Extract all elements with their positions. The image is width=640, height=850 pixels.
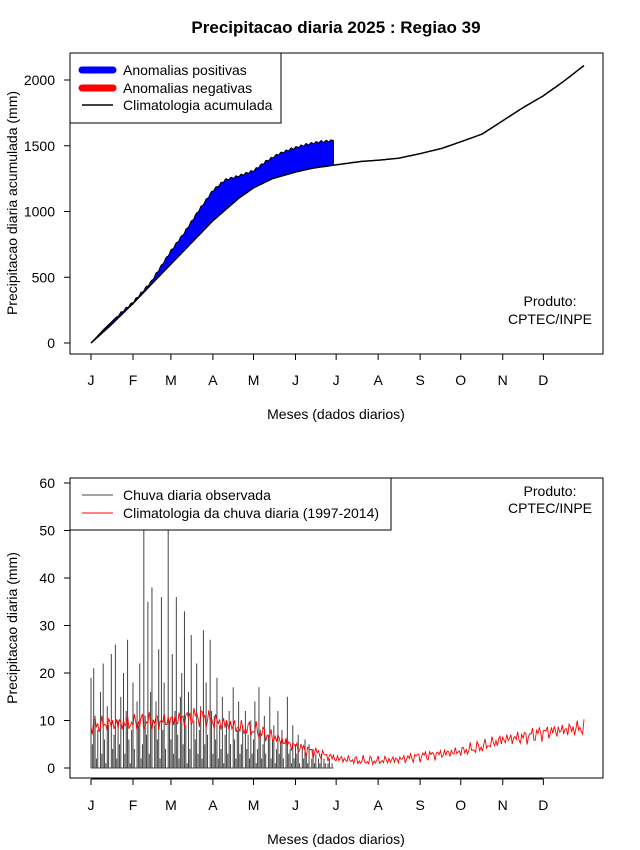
y-tick-label: 10 [39,713,55,729]
y-tick-label: 1500 [24,138,55,154]
cumulative-chart: 0 500 1000 1500 2000 J F M A M J J A S O N D Precipitac… [4,52,604,422]
x-tick-label: O [455,797,466,813]
x-axis-label: Meses (dados diarios) [267,406,405,422]
y-tick-label: 30 [39,618,55,634]
x-tick-label: A [373,372,383,388]
climatology-daily-line [90,707,585,767]
x-tick-label: M [248,797,260,813]
y-axis: 0 500 1000 1500 2000 [24,72,71,351]
legend-label-positive: Anomalias positivas [123,62,247,78]
y-tick-label: 0 [47,335,55,351]
x-tick-label: J [88,372,95,388]
legend-label-observed: Chuva diaria observada [123,487,271,503]
credit-line-1: Produto: [524,293,577,309]
plot-area [90,64,585,344]
x-tick-label: D [538,372,548,388]
daily-chart: 0 10 20 30 40 50 60 J F M A M J J A S O N D Precipitacao … [4,475,604,847]
x-tick-label: A [373,797,383,813]
legend-label-climatology: Climatologia acumulada [123,97,273,113]
x-tick-label: J [333,372,340,388]
legend-label-climatology: Climatologia da chuva diaria (1997-2014) [123,505,379,521]
plot-area [90,506,585,769]
x-tick-label: J [88,797,95,813]
y-tick-label: 50 [39,523,55,539]
y-axis-label: Precipitacao diaria (mm) [4,552,20,704]
x-tick-label: J [292,797,299,813]
credit-line-2: CPTEC/INPE [508,500,592,516]
legend: Chuva diaria observada Climatologia da c… [69,477,392,531]
y-axis: 0 10 20 30 40 50 60 [39,475,71,776]
chart-title: Precipitacao diaria 2025 : Regiao 39 [191,18,480,37]
y-tick-label: 60 [39,475,55,491]
x-tick-label: N [498,372,508,388]
x-tick-label: S [415,797,424,813]
credit-line-1: Produto: [524,483,577,499]
y-axis-label: Precipitacao diaria acumulada (mm) [4,91,20,315]
x-tick-label: N [498,797,508,813]
x-tick-label: M [165,797,177,813]
credit-line-2: CPTEC/INPE [508,311,592,327]
x-tick-label: F [129,372,138,388]
x-tick-label: A [208,797,218,813]
legend-label-negative: Anomalias negativas [123,80,252,96]
y-tick-label: 40 [39,570,55,586]
x-tick-label: D [538,797,548,813]
x-tick-label: F [129,797,138,813]
x-tick-label: A [208,372,218,388]
y-tick-label: 1000 [24,204,55,220]
y-tick-label: 20 [39,665,55,681]
x-tick-label: J [292,372,299,388]
x-tick-label: M [248,372,260,388]
y-tick-label: 500 [32,269,56,285]
legend-box [69,477,392,531]
positive-anomaly-area [90,139,334,344]
x-tick-label: O [455,372,466,388]
x-tick-label: J [333,797,340,813]
y-tick-label: 0 [47,760,55,776]
climatology-cumulative-line [90,64,585,344]
x-tick-label: S [415,372,424,388]
x-tick-label: M [165,372,177,388]
legend: Anomalias positivas Anomalias negativas … [69,52,282,124]
x-axis-label: Meses (dados diarios) [267,831,405,847]
y-tick-label: 2000 [24,72,55,88]
